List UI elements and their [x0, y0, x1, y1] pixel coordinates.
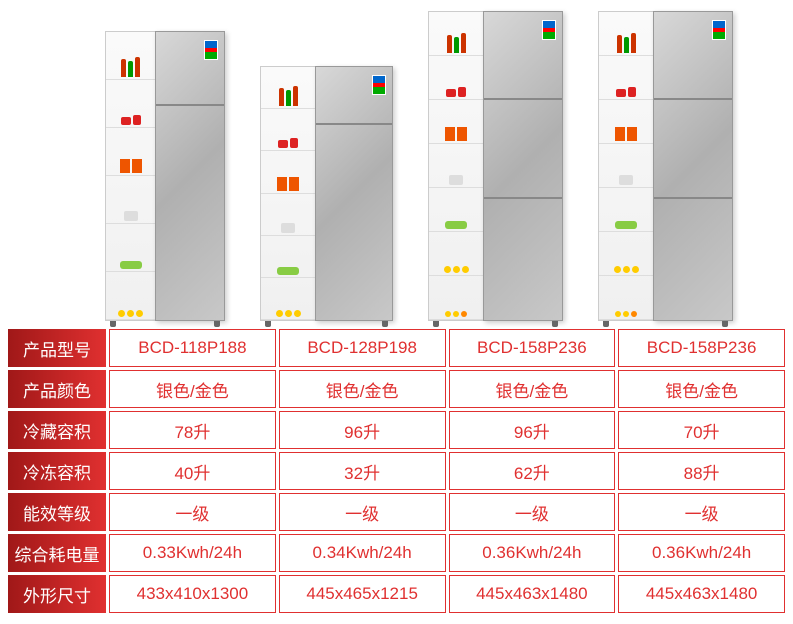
spec-value: 445x463x1480	[618, 575, 785, 613]
spec-label: 冷冻容积	[8, 452, 106, 490]
spec-value: BCD-128P198	[279, 329, 446, 367]
spec-value: 40升	[109, 452, 276, 490]
spec-value: 32升	[279, 452, 446, 490]
spec-row-color: 产品颜色银色/金色银色/金色银色/金色银色/金色	[8, 370, 785, 408]
spec-value: 88升	[618, 452, 785, 490]
spec-label: 冷藏容积	[8, 411, 106, 449]
product-image-1	[260, 66, 393, 321]
spec-value: 433x410x1300	[109, 575, 276, 613]
spec-value: 一级	[618, 493, 785, 531]
spec-value: 96升	[279, 411, 446, 449]
spec-label: 综合耗电量	[8, 534, 106, 572]
spec-row-energy_grade: 能效等级一级一级一级一级	[8, 493, 785, 531]
product-image-3	[598, 11, 733, 321]
spec-value: 0.36Kwh/24h	[449, 534, 616, 572]
spec-value: 0.34Kwh/24h	[279, 534, 446, 572]
spec-value: BCD-158P236	[449, 329, 616, 367]
spec-row-model: 产品型号BCD-118P188BCD-128P198BCD-158P236BCD…	[8, 329, 785, 367]
spec-value: 445x465x1215	[279, 575, 446, 613]
spec-value: 70升	[618, 411, 785, 449]
spec-value: 银色/金色	[618, 370, 785, 408]
product-images-row	[0, 0, 793, 326]
spec-value: 96升	[449, 411, 616, 449]
spec-value: 一级	[109, 493, 276, 531]
product-image-2	[428, 11, 563, 321]
spec-value: 0.33Kwh/24h	[109, 534, 276, 572]
spec-label: 产品颜色	[8, 370, 106, 408]
spec-value: 78升	[109, 411, 276, 449]
spec-label: 外形尺寸	[8, 575, 106, 613]
spec-value: 一级	[279, 493, 446, 531]
spec-value: BCD-158P236	[618, 329, 785, 367]
spec-row-dimensions: 外形尺寸433x410x1300445x465x1215445x463x1480…	[8, 575, 785, 613]
spec-value: 0.36Kwh/24h	[618, 534, 785, 572]
spec-label: 能效等级	[8, 493, 106, 531]
spec-row-fridge_capacity: 冷藏容积78升96升96升70升	[8, 411, 785, 449]
spec-label: 产品型号	[8, 329, 106, 367]
spec-value: 银色/金色	[109, 370, 276, 408]
spec-value: 银色/金色	[449, 370, 616, 408]
spec-row-freezer_capacity: 冷冻容积40升32升62升88升	[8, 452, 785, 490]
spec-table: 产品型号BCD-118P188BCD-128P198BCD-158P236BCD…	[0, 326, 793, 624]
spec-value: 445x463x1480	[449, 575, 616, 613]
product-image-0	[105, 31, 225, 321]
product-comparison: 产品型号BCD-118P188BCD-128P198BCD-158P236BCD…	[0, 0, 793, 624]
spec-row-power_consumption: 综合耗电量0.33Kwh/24h0.34Kwh/24h0.36Kwh/24h0.…	[8, 534, 785, 572]
spec-value: 银色/金色	[279, 370, 446, 408]
spec-value: BCD-118P188	[109, 329, 276, 367]
spec-value: 一级	[449, 493, 616, 531]
spec-value: 62升	[449, 452, 616, 490]
